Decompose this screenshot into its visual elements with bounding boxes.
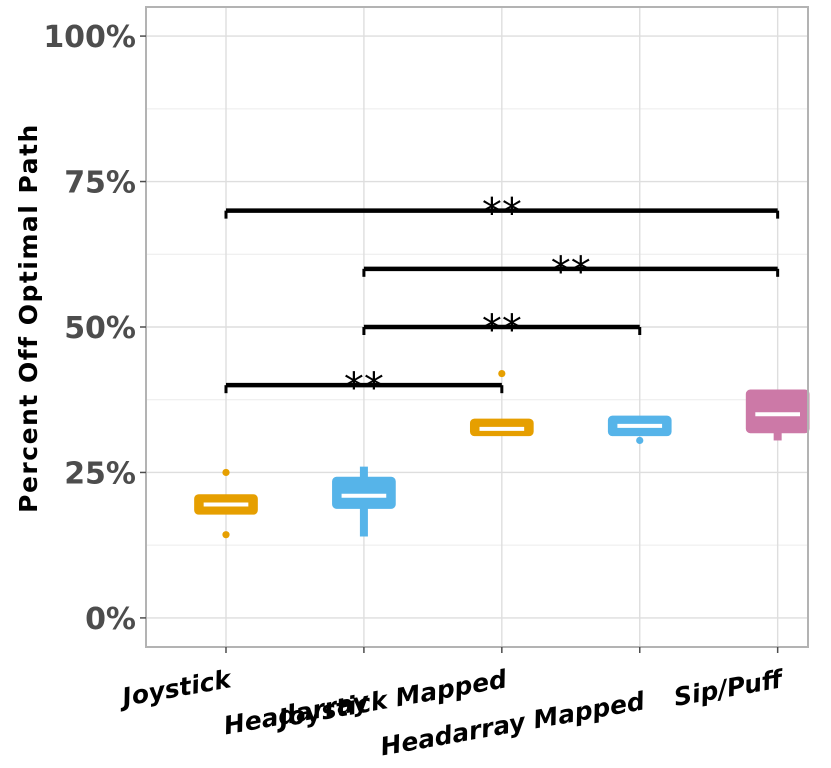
boxes xyxy=(194,369,810,539)
outlier-point xyxy=(498,369,506,378)
box-joystick xyxy=(194,468,258,539)
box-sip-puff xyxy=(745,389,810,441)
significance-bracket: ** xyxy=(224,365,504,411)
y-tick-label: 75% xyxy=(64,166,136,201)
significance-label: ** xyxy=(344,365,384,411)
significance-label: ** xyxy=(482,191,522,237)
y-axis-label: Percent Off Optimal Path xyxy=(14,123,43,513)
y-tick-label: 25% xyxy=(64,456,136,491)
y-tick-label: 0% xyxy=(85,602,136,637)
box-joystick-mapped xyxy=(469,369,534,437)
box-iqr xyxy=(745,389,810,434)
significance-label: ** xyxy=(551,249,591,295)
significance-bracket: ** xyxy=(224,191,780,237)
significance-label: ** xyxy=(482,307,522,353)
significance-bracket: ** xyxy=(362,307,642,353)
x-tick-label: Sip/Puff xyxy=(672,664,787,712)
box-headarray xyxy=(332,466,396,537)
significance-bracket: ** xyxy=(362,249,780,295)
significance-brackets: ** ** ** ** xyxy=(224,191,780,411)
y-tick-label: 50% xyxy=(64,311,136,346)
outlier-point xyxy=(222,468,230,477)
outlier-point xyxy=(222,531,230,539)
y-axis-ticks: 0% 25% 50% 75% 100% xyxy=(43,20,146,637)
x-tick-label: Joystick xyxy=(115,664,234,713)
box-headarray-mapped xyxy=(607,415,672,445)
outlier-point xyxy=(636,436,644,445)
box-iqr xyxy=(332,476,396,509)
y-tick-label: 100% xyxy=(43,20,136,55)
